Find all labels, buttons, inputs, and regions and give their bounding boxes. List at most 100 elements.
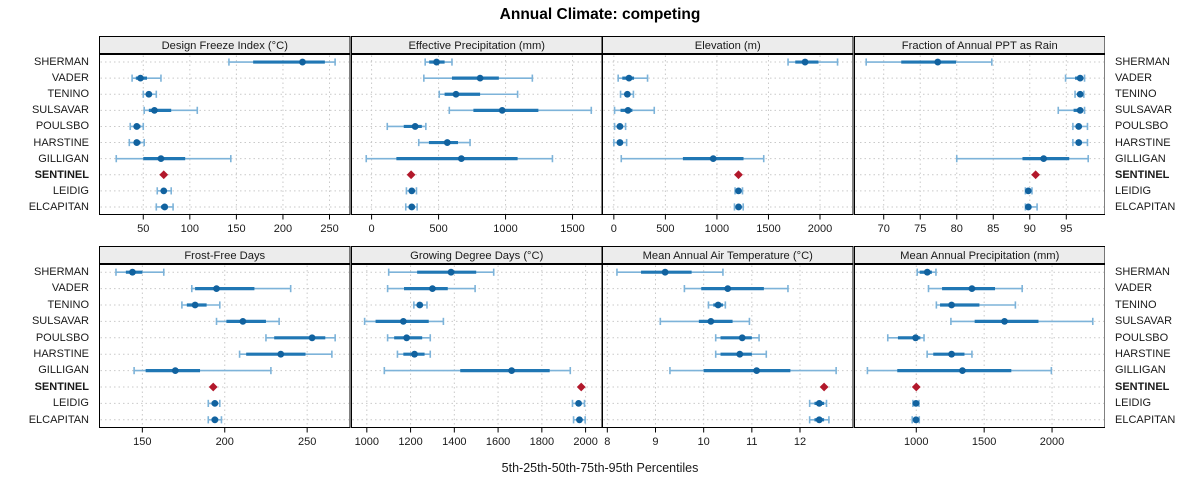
- median-dot: [616, 123, 624, 130]
- median-dot: [443, 139, 451, 146]
- median-dot: [623, 90, 631, 98]
- median-dot: [452, 90, 459, 98]
- station-label: HARSTINE: [33, 136, 89, 149]
- median-dot: [308, 334, 316, 342]
- percentiles-caption: 5th-25th-50th-75th-95th Percentiles: [501, 461, 699, 475]
- station-label: GILLIGAN: [38, 364, 89, 377]
- axis-tick-label: 50: [137, 223, 149, 235]
- station-labels-right-row0: SHERMAN VADER TENINO SULSAVAR POULSBO HARSTIN…: [1107, 54, 1199, 215]
- station-label: TENINO: [1115, 88, 1157, 101]
- median-dot: [211, 400, 219, 407]
- median-dot: [625, 74, 633, 82]
- median-dot: [239, 318, 247, 325]
- station-label: SENTINEL: [34, 380, 89, 393]
- panel-header-label: Frost-Free Days: [184, 250, 265, 262]
- axis-tick-label: 1500: [971, 436, 995, 448]
- axis-tick-label: 9: [652, 436, 658, 448]
- station-label: SHERMAN: [1115, 266, 1171, 278]
- axis-tick-label: 1000: [493, 223, 517, 235]
- median-dot: [1074, 139, 1082, 146]
- sentinel-marker: [576, 382, 586, 392]
- axis-tick-label: 11: [746, 436, 757, 448]
- station-label: ELCAPITAN: [28, 200, 89, 213]
- median-dot: [1074, 123, 1082, 130]
- median-dot: [968, 285, 975, 292]
- station-labels-left-row1: SHERMAN VADER TENINO SULSAVAR POULSBO HARSTIN…: [0, 264, 95, 428]
- median-dot: [137, 74, 144, 82]
- plot-box: [350, 264, 602, 428]
- axis-tick-label: 2000: [573, 436, 597, 448]
- axis-tick-label: 1200: [398, 436, 422, 448]
- median-dot: [958, 367, 966, 374]
- axis-tick-label: 250: [320, 223, 338, 235]
- station-label: VADER: [51, 72, 89, 85]
- chart-title: Annual Climate: competing: [499, 6, 701, 23]
- station-label: POULSBO: [1115, 331, 1169, 344]
- median-dot: [411, 123, 419, 130]
- median-dot: [616, 139, 624, 146]
- station-label: SULSAVAR: [31, 104, 89, 117]
- axis-tick-label: 250: [298, 436, 316, 448]
- median-dot: [157, 155, 165, 163]
- station-label: SULSAVAR: [31, 315, 89, 328]
- panel-header-label: Growing Degree Days (°C): [410, 250, 543, 262]
- axis-tick-label: 8: [604, 436, 610, 448]
- axis-tick-label: 70: [877, 223, 889, 235]
- axis-tick-label: 1000: [705, 223, 729, 235]
- median-dot: [402, 334, 410, 342]
- median-dot: [476, 74, 483, 82]
- station-label: VADER: [1115, 72, 1153, 85]
- panel-Frost-Free Days: Frost-Free Days 150 200 250: [99, 246, 351, 448]
- median-dot: [933, 58, 941, 66]
- station-label: POULSBO: [1115, 120, 1169, 133]
- median-dot: [738, 334, 746, 342]
- median-dot: [407, 187, 415, 195]
- plot-box: [350, 54, 602, 215]
- median-dot: [736, 350, 744, 358]
- median-dot: [447, 268, 454, 276]
- station-label: POULSBO: [35, 120, 89, 133]
- station-label: SHERMAN: [33, 56, 89, 68]
- plot-box: [853, 54, 1105, 215]
- axis-tick-label: 1400: [442, 436, 466, 448]
- median-dot: [133, 139, 141, 146]
- panel-Growing Degree Days (°C): Growing Degree Days (°C) 1000 1200 1400 1600…: [350, 246, 602, 448]
- panel-Mean Annual Air Temperature (°C): Mean Annual Air Temperature (°C) 8 9 10 11 12: [602, 246, 854, 448]
- median-dot: [1039, 155, 1047, 163]
- panel-header-box: [853, 36, 1105, 54]
- sentinel-marker: [734, 170, 743, 180]
- median-dot: [707, 318, 715, 325]
- plot-box: [853, 264, 1105, 428]
- station-label: SENTINEL: [1115, 168, 1170, 181]
- station-label: SENTINEL: [34, 168, 89, 181]
- axis-tick-label: 1500: [756, 223, 780, 235]
- median-dot: [160, 187, 168, 195]
- station-label: ELCAPITAN: [1115, 413, 1176, 426]
- axis-tick-label: 200: [216, 436, 234, 448]
- median-dot: [151, 106, 158, 114]
- panel-header-box: [350, 36, 602, 54]
- median-dot: [428, 285, 436, 292]
- median-dot: [1024, 187, 1032, 195]
- station-label: SENTINEL: [1115, 380, 1170, 393]
- panel-header-label: Elevation (m): [695, 40, 761, 52]
- station-labels-right-row1: SHERMAN VADER TENINO SULSAVAR POULSBO HARSTIN…: [1107, 264, 1199, 428]
- median-dot: [415, 301, 423, 309]
- axis-tick-label: 95: [1060, 223, 1072, 235]
- plot-box: [99, 264, 351, 428]
- axis-tick-label: 85: [987, 223, 999, 235]
- station-label: LEIDIG: [1115, 184, 1152, 197]
- axis-tick-label: 90: [1023, 223, 1035, 235]
- station-label: HARSTINE: [1115, 348, 1171, 360]
- station-label: GILLIGAN: [1115, 152, 1166, 165]
- station-label: SHERMAN: [33, 266, 89, 278]
- panel-Design Freeze Index (°C): Design Freeze Index (°C) 50 100 150 200 250: [99, 36, 351, 235]
- sentinel-marker: [208, 382, 218, 392]
- sentinel-marker: [911, 382, 921, 392]
- axis-tick-label: 1600: [485, 436, 509, 448]
- median-dot: [1076, 90, 1084, 98]
- station-label: VADER: [1115, 282, 1153, 295]
- median-dot: [947, 350, 955, 358]
- median-dot: [815, 400, 823, 407]
